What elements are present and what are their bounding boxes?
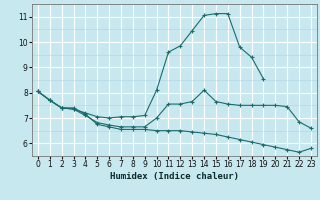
X-axis label: Humidex (Indice chaleur): Humidex (Indice chaleur) [110,172,239,181]
